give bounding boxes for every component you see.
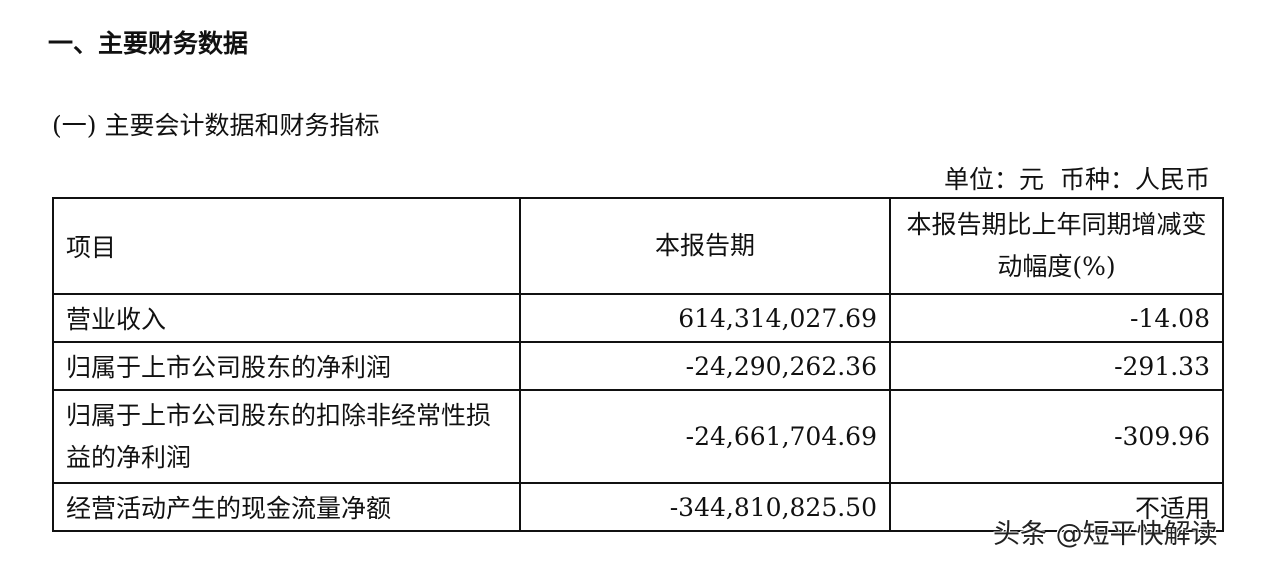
- watermark: 头条 @短平快解读: [993, 519, 1218, 550]
- table-header-row: 项目 本报告期 本报告期比上年同期增减变动幅度(%): [52, 197, 1224, 295]
- row-item: 归属于上市公司股东的扣除非经常性损益的净利润: [52, 389, 521, 484]
- table-row: 营业收入 614,314,027.69 -14.08: [52, 293, 1224, 343]
- row-item: 经营活动产生的现金流量净额: [52, 482, 521, 532]
- subsection-heading: (一) 主要会计数据和财务指标: [52, 111, 380, 140]
- table-row: 经营活动产生的现金流量净额 -344,810,825.50 不适用: [52, 482, 1224, 532]
- header-item: 项目: [52, 197, 521, 295]
- table-row: 归属于上市公司股东的扣除非经常性损益的净利润 -24,661,704.69 -3…: [52, 389, 1224, 484]
- row-value: -24,290,262.36: [519, 341, 891, 391]
- row-item: 归属于上市公司股东的净利润: [52, 341, 521, 391]
- row-value: -24,661,704.69: [519, 389, 891, 484]
- row-value: -344,810,825.50: [519, 482, 891, 532]
- unit-note: 单位：元 币种：人民币: [944, 165, 1210, 194]
- table-row: 归属于上市公司股东的净利润 -24,290,262.36 -291.33: [52, 341, 1224, 391]
- header-current-period: 本报告期: [519, 197, 891, 295]
- row-value: 614,314,027.69: [519, 293, 891, 343]
- row-item: 营业收入: [52, 293, 521, 343]
- row-change: -291.33: [889, 341, 1224, 391]
- row-change: -309.96: [889, 389, 1224, 484]
- section-heading: 一、主要财务数据: [48, 29, 249, 58]
- row-change: -14.08: [889, 293, 1224, 343]
- header-change: 本报告期比上年同期增减变动幅度(%): [889, 197, 1224, 295]
- row-change: 不适用: [889, 482, 1224, 532]
- financial-data-table: 项目 本报告期 本报告期比上年同期增减变动幅度(%) 营业收入 614,314,…: [52, 197, 1224, 532]
